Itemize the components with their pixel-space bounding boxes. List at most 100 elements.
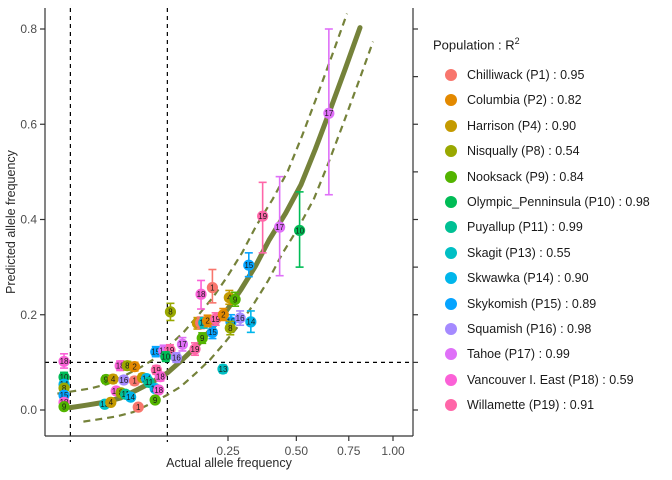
point-marker	[118, 374, 130, 386]
point-marker	[189, 343, 201, 355]
legend-item-label: Skykomish (P15) : 0.89	[467, 296, 597, 311]
legend-item-p8: Nisqually (P8) : 0.54	[433, 139, 668, 164]
point-label: 15	[151, 348, 160, 357]
point-marker	[149, 394, 161, 406]
point-marker	[274, 221, 286, 233]
x-tick-label: 1.00	[381, 444, 405, 458]
point-label: 2	[221, 311, 226, 320]
point-marker	[164, 306, 177, 318]
point-marker	[224, 322, 236, 334]
legend-color-dot	[445, 145, 457, 158]
point-label: 17	[178, 340, 187, 349]
data-point: 15	[206, 325, 219, 340]
data-point: 16	[170, 352, 182, 364]
point-label: 15	[208, 328, 217, 337]
legend-item-label: Columbia (P2) : 0.82	[467, 93, 582, 108]
point-label: 16	[172, 353, 181, 362]
legend-item-label: Nooksack (P9) : 0.84	[467, 169, 584, 184]
legend-item-p2: Columbia (P2) : 0.82	[433, 88, 668, 113]
legend-item-p15: Skykomish (P15) : 0.89	[433, 291, 668, 316]
point-label: 16	[236, 314, 245, 323]
legend-item-p10: Olympic_Penninsula (P10) : 0.98	[433, 189, 668, 214]
legend-item-p17: Tahoe (P17) : 0.99	[433, 342, 668, 367]
data-point: 9	[196, 332, 208, 345]
point-label: 4	[227, 293, 232, 302]
legend-item-label: Skagit (P13) : 0.55	[467, 245, 571, 260]
point-label: 8	[168, 308, 173, 317]
point-label: 14	[126, 393, 135, 402]
point-marker	[154, 371, 166, 383]
point-label: 1	[132, 377, 137, 386]
point-marker	[105, 396, 117, 408]
legend-item-label: Skwawka (P14) : 0.90	[467, 271, 589, 286]
legend-item-label: Tahoe (P17) : 0.99	[467, 347, 570, 362]
point-label: 10	[60, 373, 69, 382]
legend-items: Chilliwack (P1) : 0.95 Columbia (P2) : 0.…	[433, 62, 668, 417]
point-marker	[196, 332, 208, 344]
data-point: 16	[118, 374, 130, 386]
legend-item-label: Nisqually (P8) : 0.54	[467, 144, 580, 159]
point-marker	[195, 288, 207, 300]
point-label: 15	[244, 261, 253, 270]
point-label: 9	[233, 295, 238, 304]
point-label: 17	[275, 223, 284, 232]
data-point: 14	[125, 391, 137, 403]
legend-color-dot	[445, 119, 457, 132]
data-point: 13	[217, 363, 229, 375]
data-point: 9	[58, 401, 70, 413]
y-tick-label: 0.4	[20, 213, 37, 227]
point-label: 18	[156, 372, 165, 381]
x-tick-label: 0.50	[285, 444, 309, 458]
x-axis-title: Actual allele frequency	[166, 456, 293, 470]
point-marker	[243, 259, 255, 271]
point-marker	[125, 391, 137, 403]
data-point: 15	[243, 252, 255, 278]
point-label: 19	[258, 212, 267, 221]
point-marker	[323, 107, 335, 119]
point-label: 10	[161, 352, 170, 361]
point-label: 17	[324, 109, 333, 118]
point-marker	[132, 401, 144, 413]
legend-item-p18: Vancouver I. East (P18) : 0.59	[433, 367, 668, 392]
point-marker	[206, 326, 219, 338]
legend-item-p9: Nooksack (P9) : 0.84	[433, 164, 668, 189]
data-point: 17	[176, 336, 189, 352]
data-point: 9	[229, 291, 241, 307]
y-tick-label: 0.0	[20, 403, 37, 417]
legend-color-dot	[445, 221, 457, 234]
data-point: 8	[224, 320, 236, 336]
point-label: 19	[211, 315, 220, 324]
point-marker	[153, 384, 165, 396]
point-label: 9	[153, 396, 158, 405]
data-point: 1	[206, 268, 219, 304]
point-marker	[170, 352, 182, 364]
legend-item-p1: Chilliwack (P1) : 0.95	[433, 62, 668, 87]
point-label: 10	[295, 226, 304, 235]
data-point: 4	[105, 396, 117, 408]
legend: Population : R2 Chilliwack (P1) : 0.95 Co…	[433, 36, 668, 418]
point-label: 9	[62, 402, 67, 411]
y-tick-label: 0.8	[20, 22, 37, 36]
data-point: 17	[323, 28, 335, 196]
data-point: 1	[132, 401, 144, 413]
point-label: 13	[100, 400, 109, 409]
point-label: 16	[119, 376, 128, 385]
legend-color-dot	[445, 348, 457, 361]
point-marker	[128, 361, 141, 373]
legend-color-dot	[445, 373, 457, 386]
data-point: 2	[217, 307, 229, 322]
point-marker	[176, 338, 189, 350]
point-label: 8	[125, 362, 130, 371]
legend-item-label: Puyallup (P11) : 0.99	[467, 220, 583, 235]
legend-color-dot	[445, 69, 457, 82]
point-label: 13	[219, 365, 228, 374]
legend-item-label: Olympic_Penninsula (P10) : 0.98	[467, 194, 650, 209]
data-point: 8	[164, 302, 177, 322]
data-point: 10	[293, 191, 306, 268]
point-marker	[107, 373, 119, 385]
x-tick-label: 0.75	[337, 444, 361, 458]
point-marker	[245, 316, 257, 328]
point-label: 19	[191, 345, 200, 354]
data-point: 16	[234, 310, 246, 327]
